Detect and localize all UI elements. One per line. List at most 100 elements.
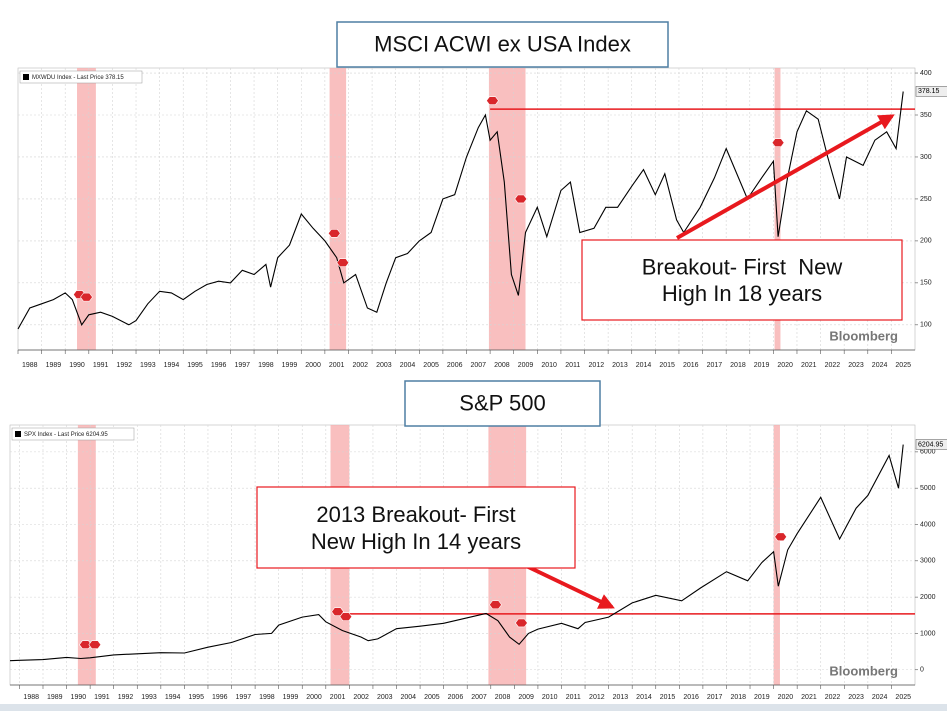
x-tick-label: 2010 [542,694,558,701]
x-tick-label: 1998 [259,694,275,701]
y-tick-label: 4000 [920,521,936,528]
x-tick-label: 2001 [330,694,346,701]
y-tick-label: 6000 [920,449,936,456]
x-tick-label: 1991 [93,362,109,369]
event-marker [80,292,93,302]
event-marker [88,640,102,649]
x-tick-label: 1998 [258,362,274,369]
x-tick-label: 2014 [636,694,652,701]
annotation-arrow [519,561,615,609]
x-tick-label: 2010 [541,362,557,369]
legend-swatch [15,431,21,437]
y-tick-label: 300 [920,154,932,161]
event-marker [514,194,528,204]
x-tick-label: 2002 [353,694,369,701]
x-tick-label: 1990 [69,362,85,369]
x-tick-label: 1993 [140,362,156,369]
x-tick-label: 1995 [187,362,203,369]
x-tick-label: 2023 [848,694,864,701]
recession-band [773,425,780,685]
legend-box [19,70,143,84]
event-marker [771,138,785,147]
x-tick-label: 2007 [471,362,487,369]
x-tick-label: 2023 [848,362,864,369]
x-tick-label: 1994 [165,694,181,701]
y-tick-label: 2000 [920,594,936,601]
recession-band [774,68,781,350]
x-tick-label: 1999 [283,694,299,701]
y-tick-label: 3000 [920,558,936,565]
x-tick-label: 2013 [612,362,628,369]
x-tick-label: 2004 [401,694,417,701]
x-tick-label: 2021 [801,694,817,701]
x-tick-label: 2008 [495,694,511,701]
title-box [404,380,601,427]
y-tick-label: 200 [920,238,932,245]
x-tick-label: 1988 [23,694,39,701]
x-tick-label: 2003 [376,362,392,369]
watermark: Bloomberg [829,663,898,678]
annotation-box [581,239,903,321]
x-tick-label: 2011 [565,362,580,369]
x-tick-label: 2014 [636,362,652,369]
last-price-tag [915,439,947,450]
title-box [336,21,669,68]
x-tick-label: 2005 [423,362,439,369]
price-line [9,444,904,662]
x-tick-label: 2015 [659,362,675,369]
x-tick-label: 2004 [400,362,416,369]
recession-band [488,68,526,350]
x-tick-label: 2013 [613,694,629,701]
legend-label: MXWDU Index - Last Price 378.15 [32,75,124,81]
x-tick-label: 2019 [754,694,770,701]
x-tick-label: 1995 [188,694,204,701]
x-tick-label: 2012 [589,694,605,701]
x-tick-label: 2022 [825,694,841,701]
event-marker [489,600,502,610]
y-tick-label: 400 [920,70,932,77]
event-marker [515,618,528,628]
legend: SPX Index - Last Price 6204.95 [11,427,135,441]
x-tick-label: 2008 [494,362,510,369]
footer-bar [0,704,947,711]
recession-band [329,68,347,350]
annotation-text: 2013 Breakout- First [316,502,515,527]
x-tick-label: 2017 [707,362,723,369]
watermark: Bloomberg [829,328,898,343]
event-marker [774,532,788,542]
event-marker [336,258,350,268]
y-tick-label: 0 [920,667,924,674]
x-tick-label: 1992 [118,694,134,701]
x-tick-label: 1997 [236,694,252,701]
annotation-arrow [676,114,895,240]
annotation-box [256,486,576,569]
x-tick-label: 1994 [164,362,180,369]
x-tick-label: 2009 [518,362,534,369]
annotation-text: Breakout- First New [642,254,843,279]
x-tick-label: 2025 [895,362,911,369]
x-tick-label: 2003 [377,694,393,701]
x-tick-label: 2020 [777,362,793,369]
event-marker [327,229,341,238]
x-tick-label: 1988 [22,362,38,369]
last-price-tag [915,86,947,97]
recession-band [77,68,96,350]
x-tick-label: 2006 [448,694,464,701]
price-line [17,91,904,330]
x-tick-label: 2000 [306,694,322,701]
chart-title: MSCI ACWI ex USA Index [374,31,631,56]
x-tick-label: 2024 [872,694,888,701]
x-tick-label: 2012 [589,362,605,369]
x-tick-label: 1996 [212,694,228,701]
recession-band [77,425,96,685]
x-tick-label: 1989 [47,694,63,701]
x-tick-label: 2016 [683,362,699,369]
x-tick-label: 1999 [282,362,298,369]
x-tick-label: 2018 [730,694,746,701]
y-tick-label: 250 [920,196,932,203]
x-tick-label: 2005 [424,694,440,701]
x-tick-label: 2016 [683,694,699,701]
legend-swatch [23,74,29,80]
event-marker [486,96,499,106]
